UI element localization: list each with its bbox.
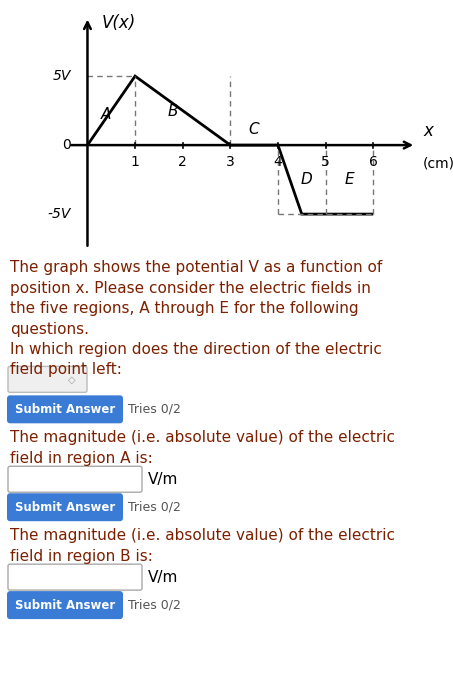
FancyBboxPatch shape bbox=[7, 494, 123, 522]
Text: Submit Answer: Submit Answer bbox=[15, 598, 115, 612]
Text: -5V: -5V bbox=[48, 207, 71, 221]
Text: A: A bbox=[101, 107, 111, 122]
Text: B: B bbox=[168, 104, 178, 120]
Text: 1: 1 bbox=[130, 155, 140, 169]
Text: Tries 0/2: Tries 0/2 bbox=[128, 598, 181, 612]
FancyBboxPatch shape bbox=[8, 466, 142, 492]
Text: 3: 3 bbox=[226, 155, 235, 169]
Text: Submit Answer: Submit Answer bbox=[15, 500, 115, 514]
Text: 5V: 5V bbox=[53, 69, 71, 83]
Text: The magnitude (i.e. absolute value) of the electric
field in region B is:: The magnitude (i.e. absolute value) of t… bbox=[10, 528, 395, 564]
Text: (cm): (cm) bbox=[423, 156, 453, 170]
Text: V/m: V/m bbox=[148, 472, 178, 486]
Text: 2: 2 bbox=[178, 155, 187, 169]
Text: C: C bbox=[249, 122, 260, 137]
Text: D: D bbox=[301, 172, 313, 187]
Text: Tries 0/2: Tries 0/2 bbox=[128, 500, 181, 514]
Text: The magnitude (i.e. absolute value) of the electric
field in region A is:: The magnitude (i.e. absolute value) of t… bbox=[10, 430, 395, 466]
Text: x: x bbox=[423, 122, 433, 139]
FancyBboxPatch shape bbox=[8, 564, 142, 590]
FancyBboxPatch shape bbox=[7, 591, 123, 619]
Text: The graph shows the potential V as a function of
position x. Please consider the: The graph shows the potential V as a fun… bbox=[10, 260, 382, 377]
Text: 4: 4 bbox=[274, 155, 282, 169]
Text: Submit Answer: Submit Answer bbox=[15, 402, 115, 416]
Text: V(x): V(x) bbox=[102, 14, 136, 32]
Text: E: E bbox=[345, 172, 354, 187]
Text: V/m: V/m bbox=[148, 570, 178, 584]
FancyBboxPatch shape bbox=[8, 366, 87, 392]
Text: 5: 5 bbox=[321, 155, 330, 169]
Text: 6: 6 bbox=[369, 155, 378, 169]
Text: Tries 0/2: Tries 0/2 bbox=[128, 402, 181, 416]
Text: 0: 0 bbox=[62, 138, 71, 152]
Text: ◇: ◇ bbox=[68, 374, 76, 384]
FancyBboxPatch shape bbox=[7, 395, 123, 423]
